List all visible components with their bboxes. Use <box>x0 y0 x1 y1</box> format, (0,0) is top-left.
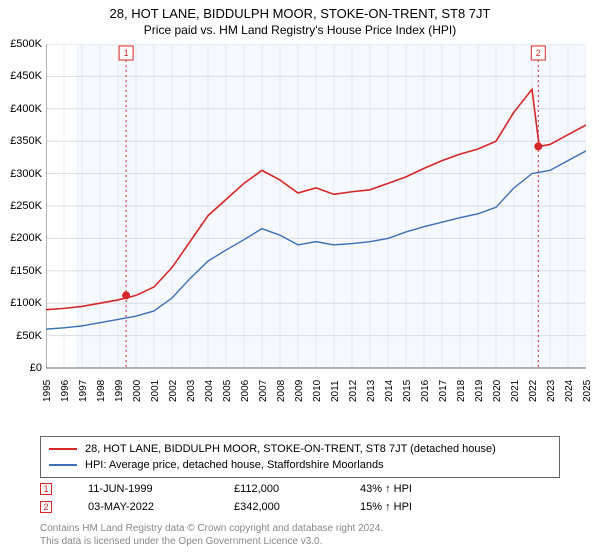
sale-price: £342,000 <box>234 501 324 513</box>
x-tick-label: 2010 <box>312 380 323 402</box>
y-tick-label: £450K <box>10 70 42 82</box>
y-axis: £0£50K£100K£150K£200K£250K£300K£350K£400… <box>0 44 44 368</box>
x-tick-label: 2019 <box>474 380 485 402</box>
x-tick-label: 2021 <box>510 380 521 402</box>
y-tick-label: £200K <box>10 232 42 244</box>
sales-table: 1 11-JUN-1999 £112,000 43% ↑ HPI 2 03-MAY-202… <box>40 480 560 516</box>
x-tick-label: 1999 <box>114 380 125 402</box>
y-tick-label: £100K <box>10 297 42 309</box>
x-tick-label: 2012 <box>348 380 359 402</box>
y-tick-label: £0 <box>30 362 42 374</box>
x-tick-label: 2009 <box>294 380 305 402</box>
footer-line-2: This data is licensed under the Open Gov… <box>40 536 322 547</box>
x-tick-label: 2023 <box>546 380 557 402</box>
svg-text:2: 2 <box>536 48 541 58</box>
x-tick-label: 2001 <box>150 380 161 402</box>
y-tick-label: £350K <box>10 135 42 147</box>
x-tick-label: 2004 <box>204 380 215 402</box>
y-tick-label: £300K <box>10 168 42 180</box>
y-tick-label: £400K <box>10 103 42 115</box>
y-tick-label: £50K <box>16 330 42 342</box>
y-tick-label: £250K <box>10 200 42 212</box>
svg-text:1: 1 <box>124 48 129 58</box>
x-tick-label: 2016 <box>420 380 431 402</box>
x-tick-label: 2022 <box>528 380 539 402</box>
x-tick-label: 2000 <box>132 380 143 402</box>
x-tick-label: 1995 <box>42 380 53 402</box>
x-tick-label: 2006 <box>240 380 251 402</box>
legend-item: 28, HOT LANE, BIDDULPH MOOR, STOKE-ON-TR… <box>49 441 551 457</box>
legend-item: HPI: Average price, detached house, Staf… <box>49 457 551 473</box>
sale-date: 03-MAY-2022 <box>88 501 198 513</box>
x-tick-label: 2014 <box>384 380 395 402</box>
x-axis: 1995199619971998199920002001200220032004… <box>46 372 586 432</box>
x-tick-label: 2024 <box>564 380 575 402</box>
legend: 28, HOT LANE, BIDDULPH MOOR, STOKE-ON-TR… <box>40 436 560 478</box>
x-tick-label: 2002 <box>168 380 179 402</box>
sale-delta: 43% ↑ HPI <box>360 483 412 495</box>
x-tick-label: 2003 <box>186 380 197 402</box>
x-tick-label: 1997 <box>78 380 89 402</box>
sale-row: 1 11-JUN-1999 £112,000 43% ↑ HPI <box>40 480 560 498</box>
x-tick-label: 2008 <box>276 380 287 402</box>
legend-swatch <box>49 464 77 466</box>
chart-subtitle: Price paid vs. HM Land Registry's House … <box>0 21 600 37</box>
x-tick-label: 2007 <box>258 380 269 402</box>
x-tick-label: 2015 <box>402 380 413 402</box>
sale-delta: 15% ↑ HPI <box>360 501 412 513</box>
x-tick-label: 2025 <box>582 380 593 402</box>
x-tick-label: 1996 <box>60 380 71 402</box>
y-tick-label: £500K <box>10 38 42 50</box>
sale-price: £112,000 <box>234 483 324 495</box>
x-tick-label: 2005 <box>222 380 233 402</box>
legend-label: 28, HOT LANE, BIDDULPH MOOR, STOKE-ON-TR… <box>85 443 496 455</box>
y-tick-label: £150K <box>10 265 42 277</box>
x-tick-label: 1998 <box>96 380 107 402</box>
sale-marker-icon: 2 <box>40 501 52 513</box>
chart-svg: 12 <box>46 44 586 392</box>
x-tick-label: 2017 <box>438 380 449 402</box>
sale-marker-icon: 1 <box>40 483 52 495</box>
legend-swatch <box>49 448 77 450</box>
chart-title: 28, HOT LANE, BIDDULPH MOOR, STOKE-ON-TR… <box>0 0 600 21</box>
legend-label: HPI: Average price, detached house, Staf… <box>85 459 384 471</box>
x-tick-label: 2018 <box>456 380 467 402</box>
chart-container: 28, HOT LANE, BIDDULPH MOOR, STOKE-ON-TR… <box>0 0 600 560</box>
sale-row: 2 03-MAY-2022 £342,000 15% ↑ HPI <box>40 498 560 516</box>
x-tick-label: 2020 <box>492 380 503 402</box>
footer-line-1: Contains HM Land Registry data © Crown c… <box>40 523 383 534</box>
footer-note: Contains HM Land Registry data © Crown c… <box>40 522 560 548</box>
x-tick-label: 2011 <box>330 380 341 402</box>
sale-date: 11-JUN-1999 <box>88 483 198 495</box>
x-tick-label: 2013 <box>366 380 377 402</box>
plot-area: 12 <box>46 44 586 392</box>
